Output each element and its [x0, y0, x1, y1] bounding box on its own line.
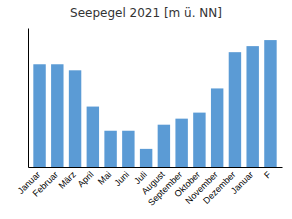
bar	[33, 64, 45, 167]
x-tick-label: April	[76, 169, 96, 189]
x-tick-label: Februar	[31, 169, 60, 198]
chart-svg: Seepegel 2021 [m ü. NN] Januar FebruarMärz…	[0, 0, 292, 219]
x-tick: Mai	[96, 167, 113, 187]
bar	[193, 113, 205, 167]
bar	[229, 52, 241, 167]
bars	[33, 40, 276, 167]
bar	[175, 119, 187, 167]
bar	[87, 107, 99, 167]
y-axis-line	[28, 29, 29, 168]
x-tick: Februar	[31, 167, 60, 199]
bar	[140, 149, 152, 167]
x-axis-line	[29, 167, 283, 168]
x-tick: F	[262, 167, 273, 180]
bar	[104, 131, 116, 167]
x-tick-label: März	[57, 169, 79, 191]
bar	[246, 46, 258, 167]
bar	[211, 88, 223, 167]
x-tick-label: Mai	[96, 169, 113, 186]
chart-title: Seepegel 2021 [m ü. NN]	[70, 6, 222, 20]
plot-area: JanuarFebruarMärzAprilMaiJuniJuliAugustS…	[16, 29, 283, 208]
bar	[69, 70, 81, 167]
x-tick-label: Januar	[229, 169, 256, 196]
bar	[264, 40, 276, 167]
bar	[122, 131, 134, 167]
x-tick-label: Juni	[112, 169, 131, 188]
y-axis	[28, 29, 29, 168]
bar	[51, 64, 63, 167]
x-axis: JanuarFebruarMärzAprilMaiJuniJuliAugustS…	[16, 167, 283, 208]
x-tick-label: F	[262, 169, 273, 180]
x-tick: Januar	[229, 167, 256, 196]
bar	[158, 125, 170, 167]
x-tick: März	[57, 167, 79, 191]
x-tick: April	[76, 167, 96, 189]
x-tick: Juni	[112, 167, 131, 188]
